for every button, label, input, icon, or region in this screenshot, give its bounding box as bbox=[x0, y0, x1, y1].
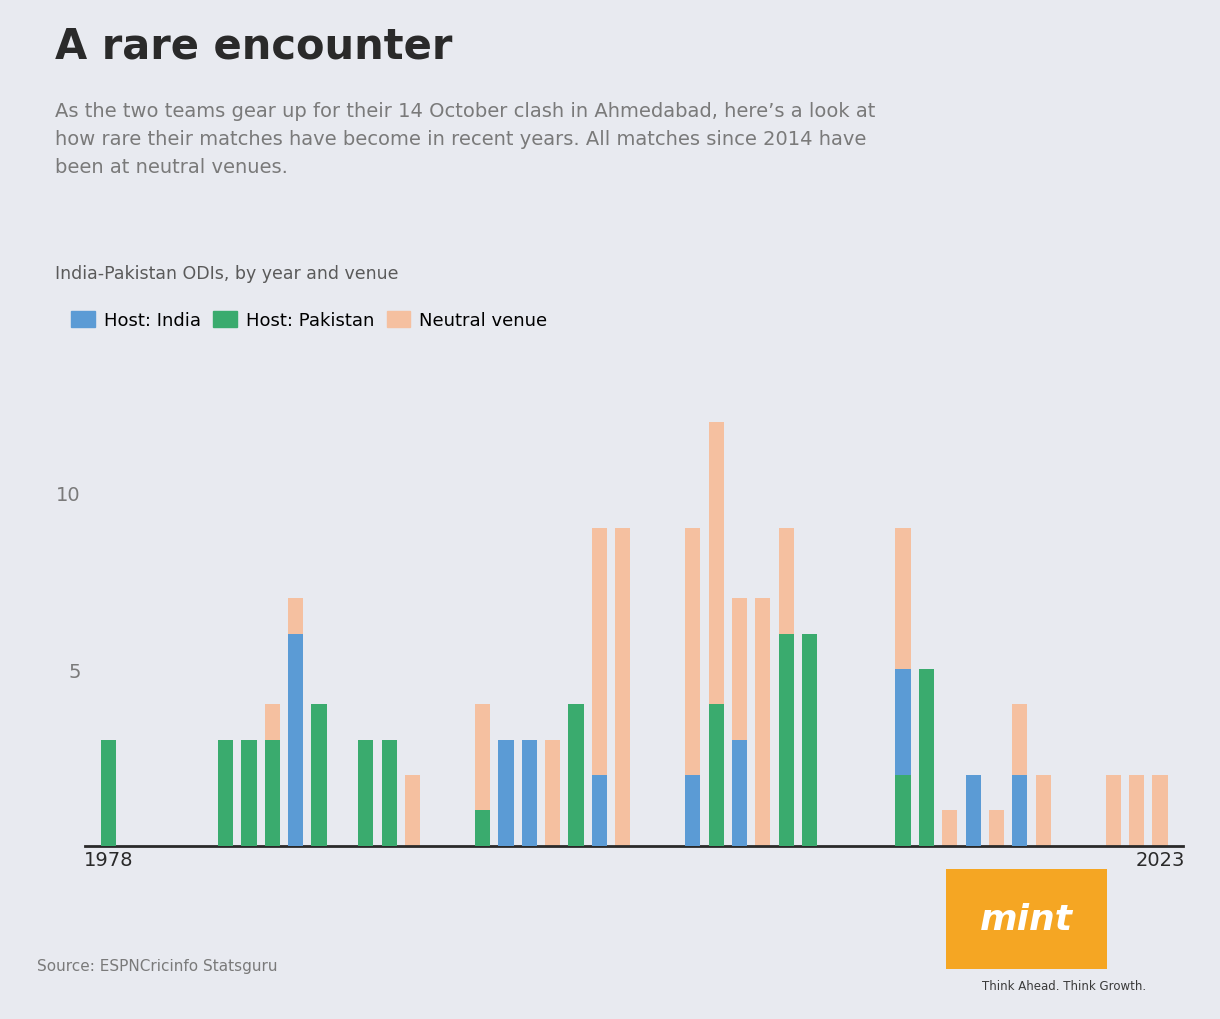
Bar bbox=[311, 705, 327, 846]
Bar bbox=[709, 423, 723, 846]
Bar bbox=[288, 599, 304, 846]
Bar bbox=[475, 705, 490, 846]
Bar bbox=[965, 810, 981, 846]
Bar bbox=[288, 634, 304, 846]
Bar bbox=[686, 528, 700, 846]
Bar bbox=[802, 634, 817, 846]
Bar bbox=[919, 669, 935, 846]
Bar bbox=[732, 740, 747, 846]
Text: Source: ESPNCricinfo Statsguru: Source: ESPNCricinfo Statsguru bbox=[37, 958, 277, 973]
Bar bbox=[522, 775, 537, 846]
Bar bbox=[218, 740, 233, 846]
Bar bbox=[242, 740, 256, 846]
Bar bbox=[802, 705, 817, 846]
Bar bbox=[802, 634, 817, 846]
Bar bbox=[359, 740, 373, 846]
Bar bbox=[545, 740, 560, 846]
Bar bbox=[1105, 775, 1121, 846]
Bar bbox=[569, 705, 583, 846]
Bar bbox=[592, 775, 608, 846]
Bar bbox=[522, 740, 537, 846]
Text: A rare encounter: A rare encounter bbox=[55, 25, 453, 67]
Bar bbox=[755, 599, 771, 846]
Bar bbox=[709, 705, 723, 846]
Bar bbox=[732, 599, 747, 846]
Text: Think Ahead. Think Growth.: Think Ahead. Think Growth. bbox=[982, 979, 1147, 991]
Bar bbox=[778, 528, 794, 846]
Bar bbox=[895, 669, 910, 846]
Text: mint: mint bbox=[980, 902, 1072, 936]
Bar bbox=[615, 528, 631, 846]
Bar bbox=[382, 740, 396, 846]
Bar bbox=[242, 775, 256, 846]
Text: As the two teams gear up for their 14 October clash in Ahmedabad, here’s a look : As the two teams gear up for their 14 Oc… bbox=[55, 102, 875, 177]
Bar bbox=[778, 634, 794, 846]
Bar bbox=[686, 775, 700, 846]
Bar bbox=[778, 634, 794, 846]
Bar bbox=[895, 775, 910, 846]
Bar bbox=[475, 810, 490, 846]
Bar bbox=[498, 740, 514, 846]
Bar bbox=[895, 528, 910, 846]
Bar bbox=[265, 705, 279, 846]
Bar bbox=[1128, 775, 1144, 846]
Bar bbox=[942, 810, 958, 846]
Bar bbox=[265, 740, 279, 846]
Bar bbox=[919, 705, 935, 846]
Bar bbox=[498, 740, 514, 846]
Bar bbox=[101, 740, 116, 846]
Legend: Host: India, Host: Pakistan, Neutral venue: Host: India, Host: Pakistan, Neutral ven… bbox=[63, 305, 555, 337]
Bar bbox=[359, 740, 373, 846]
Text: India-Pakistan ODIs, by year and venue: India-Pakistan ODIs, by year and venue bbox=[55, 265, 399, 283]
Bar bbox=[592, 528, 608, 846]
Bar bbox=[1153, 775, 1168, 846]
Bar bbox=[989, 810, 1004, 846]
Bar bbox=[405, 775, 420, 846]
Bar bbox=[1013, 775, 1027, 846]
Bar bbox=[965, 775, 981, 846]
Bar bbox=[1036, 775, 1050, 846]
FancyBboxPatch shape bbox=[946, 869, 1108, 969]
Bar bbox=[1013, 705, 1027, 846]
